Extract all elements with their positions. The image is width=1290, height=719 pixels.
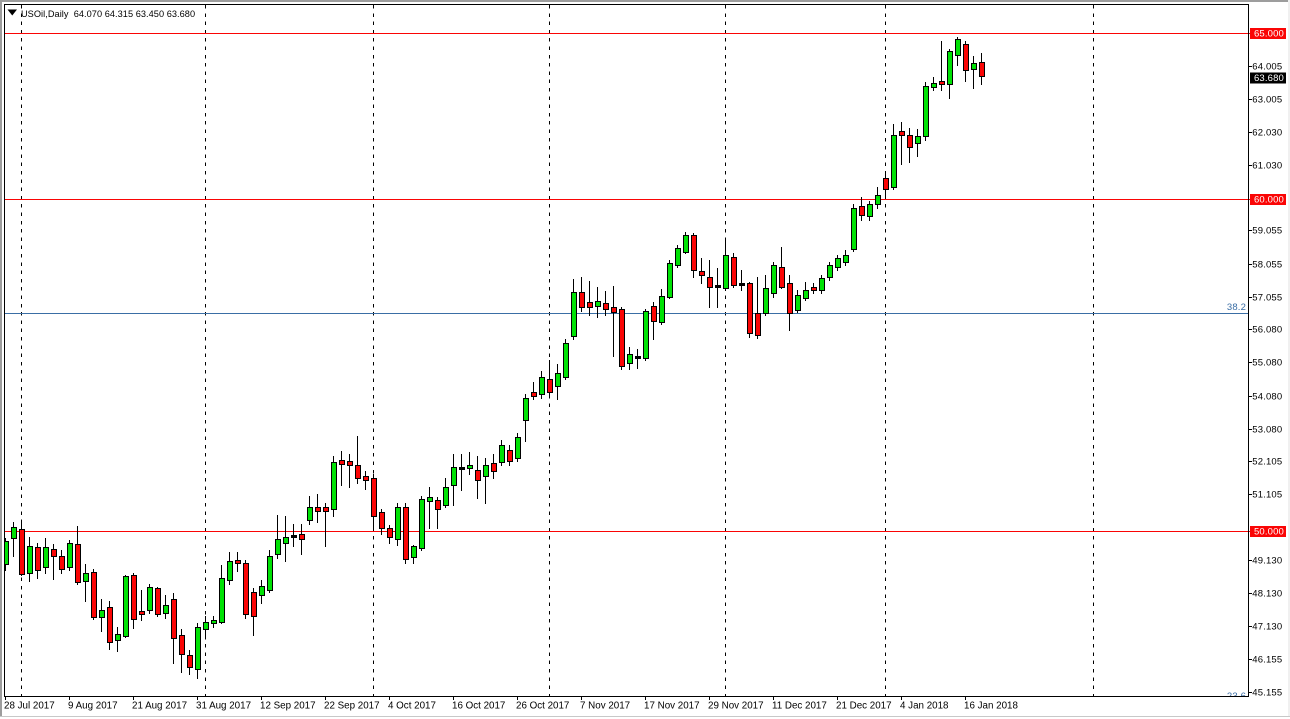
svg-text:63.005: 63.005 [1252, 95, 1282, 106]
svg-text:29 Nov 2017: 29 Nov 2017 [708, 701, 764, 712]
svg-text:11 Dec 2017: 11 Dec 2017 [772, 701, 827, 712]
svg-text:57.055: 57.055 [1252, 293, 1282, 304]
svg-text:50.000: 50.000 [1254, 527, 1284, 538]
svg-text:56.080: 56.080 [1252, 325, 1282, 336]
svg-text:4 Oct 2017: 4 Oct 2017 [388, 701, 436, 712]
svg-text:USOil,Daily 64.070 64.315 63.: USOil,Daily 64.070 64.315 63.450 63.680 [21, 9, 195, 19]
svg-text:7 Nov 2017: 7 Nov 2017 [580, 701, 630, 712]
svg-text:4 Jan 2018: 4 Jan 2018 [900, 701, 949, 712]
svg-text:9 Aug 2017: 9 Aug 2017 [68, 701, 118, 712]
svg-text:47.130: 47.130 [1252, 622, 1282, 633]
svg-text:52.105: 52.105 [1252, 457, 1282, 468]
svg-text:64.005: 64.005 [1252, 62, 1282, 73]
svg-text:17 Nov 2017: 17 Nov 2017 [644, 701, 700, 712]
svg-text:45.155: 45.155 [1252, 688, 1282, 699]
svg-text:49.130: 49.130 [1252, 556, 1282, 567]
svg-text:62.030: 62.030 [1252, 128, 1282, 139]
svg-text:53.080: 53.080 [1252, 425, 1282, 436]
svg-text:55.080: 55.080 [1252, 358, 1282, 369]
svg-text:21 Aug 2017: 21 Aug 2017 [132, 701, 187, 712]
svg-text:31 Aug 2017: 31 Aug 2017 [196, 701, 251, 712]
svg-text:12 Sep 2017: 12 Sep 2017 [260, 701, 316, 712]
svg-text:28 Jul 2017: 28 Jul 2017 [4, 701, 55, 712]
svg-text:38.2: 38.2 [1227, 302, 1246, 313]
svg-text:58.055: 58.055 [1252, 260, 1282, 271]
svg-text:51.105: 51.105 [1252, 490, 1282, 501]
svg-text:16 Oct 2017: 16 Oct 2017 [452, 701, 505, 712]
svg-text:61.030: 61.030 [1252, 161, 1282, 172]
svg-text:65.000: 65.000 [1254, 29, 1284, 40]
svg-text:21 Dec 2017: 21 Dec 2017 [836, 701, 892, 712]
svg-text:48.130: 48.130 [1252, 589, 1282, 600]
svg-text:46.155: 46.155 [1252, 655, 1282, 666]
svg-text:22 Sep 2017: 22 Sep 2017 [324, 701, 380, 712]
svg-text:54.080: 54.080 [1252, 392, 1282, 403]
svg-text:63.680: 63.680 [1254, 73, 1284, 84]
svg-text:60.000: 60.000 [1254, 195, 1284, 206]
svg-text:59.055: 59.055 [1252, 226, 1282, 237]
svg-text:26 Oct 2017: 26 Oct 2017 [516, 701, 569, 712]
svg-text:16 Jan 2018: 16 Jan 2018 [964, 701, 1018, 712]
